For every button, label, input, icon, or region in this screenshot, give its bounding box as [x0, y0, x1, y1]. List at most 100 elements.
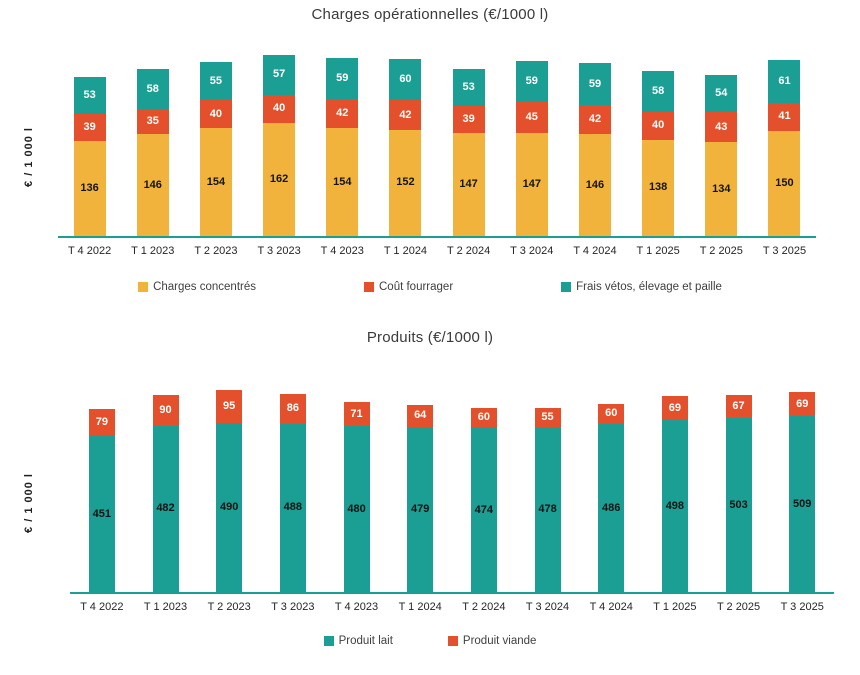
stacked-bar: 64 479: [407, 404, 434, 592]
legend-label: Frais vétos, élevage et paille: [576, 281, 722, 293]
x-axis-label: T 2 2023: [194, 245, 238, 257]
stacked-bar: 90 482: [152, 394, 179, 592]
legend-swatch-icon: [138, 282, 149, 292]
bar-segment: 42: [578, 104, 611, 134]
segment-value-label: 480: [347, 502, 366, 515]
segment-value-label: 482: [156, 502, 175, 515]
plot-area: 53 39 136 58 35 146 55 40 154 57 40 162 59 42 154 60 42 1…: [58, 55, 816, 238]
bar-slot: 58 35 146: [121, 69, 184, 236]
segment-value-label: 55: [541, 410, 554, 423]
x-axis-labels: T 4 2022 T 1 2023 T 2 2023 T 3 2023 T 4 2023…: [58, 245, 816, 257]
bar-segment: 53: [452, 69, 485, 107]
legend-label: Produit lait: [338, 635, 393, 647]
segment-value-label: 146: [585, 178, 605, 191]
segment-value-label: 39: [462, 113, 475, 126]
y-axis-title: € / 1 000 l: [0, 57, 58, 257]
x-axis-label: T 1 2023: [131, 245, 175, 257]
x-axis-label: T 4 2022: [67, 245, 112, 257]
segment-value-label: 53: [83, 88, 96, 101]
stacked-bar: 69 509: [789, 392, 816, 592]
stacked-bar: 53 39 147: [452, 69, 485, 236]
bar-segment: 60: [598, 403, 625, 425]
legend: Produit lait Produit viande: [0, 635, 860, 647]
bar-slot: 54 43 134: [690, 74, 753, 236]
segment-value-label: 42: [336, 107, 349, 120]
x-axis-label: T 1 2025: [636, 245, 680, 257]
segment-value-label: 488: [283, 501, 303, 514]
bar-segment: 69: [789, 392, 816, 417]
x-axis-label: T 3 2025: [780, 601, 824, 613]
bar-segment: 55: [534, 407, 561, 427]
bar-segment: 138: [642, 139, 675, 236]
bar-segment: 479: [407, 426, 434, 592]
x-axis-label: T 1 2024: [398, 601, 442, 613]
chart-title: Produits (€/1000 l): [366, 329, 494, 346]
bar-slot: 69 498: [643, 396, 707, 592]
bar-segment: 55: [199, 62, 232, 101]
x-axis-label: T 3 2023: [257, 245, 301, 257]
bar-slot: 55 40 154: [184, 62, 247, 236]
bar-segment: 154: [326, 128, 359, 236]
segment-value-label: 498: [665, 499, 685, 512]
y-axis-title-text: € / 1 000 l: [23, 127, 35, 187]
bar-slot: 86 488: [261, 393, 325, 592]
stacked-bar: 54 43 134: [705, 74, 738, 236]
segment-value-label: 40: [652, 119, 665, 132]
segment-value-label: 86: [286, 402, 299, 415]
bar-segment: 503: [725, 418, 752, 592]
segment-value-label: 154: [206, 175, 226, 188]
bar-slot: 53 39 136: [58, 76, 121, 236]
chart-body: € / 1 000 l 53 39 136 58 35 146 55 40 154 57 40 162…: [0, 55, 860, 257]
x-axis-label: T 4 2023: [320, 245, 364, 257]
bar-segment: 86: [279, 393, 306, 424]
x-axis-label: T 3 2024: [510, 245, 554, 257]
legend-item: Charges concentrés: [138, 281, 256, 293]
bar-segment: 58: [136, 69, 169, 110]
stacked-bar: 67 503: [725, 395, 752, 592]
segment-value-label: 71: [350, 407, 363, 420]
y-axis-title-text: € / 1 000 l: [23, 472, 35, 533]
segment-value-label: 134: [712, 182, 731, 195]
x-axis-label: T 4 2023: [334, 601, 379, 613]
segment-value-label: 64: [414, 409, 427, 422]
stacked-bar: 57 40 162: [263, 55, 296, 236]
x-axis-label: T 2 2024: [447, 245, 491, 257]
bar-slot: 57 40 162: [248, 55, 311, 236]
stacked-bar: 59 45 147: [515, 60, 548, 236]
segment-value-label: 60: [605, 407, 618, 420]
stacked-bar: 79 451: [88, 409, 115, 592]
bar-segment: 40: [263, 94, 296, 123]
bar-segment: 59: [578, 63, 611, 105]
segment-value-label: 490: [219, 500, 239, 513]
bar-segment: 136: [73, 141, 106, 236]
segment-value-label: 136: [80, 182, 99, 194]
segment-value-label: 61: [778, 74, 791, 87]
bar-segment: 57: [263, 55, 296, 95]
segment-value-label: 55: [209, 74, 223, 87]
segment-value-label: 150: [775, 177, 794, 190]
stacked-bar: 58 35 146: [136, 69, 169, 236]
segment-value-label: 59: [588, 77, 602, 90]
segment-value-label: 41: [778, 110, 791, 123]
x-axis-label: T 1 2023: [143, 601, 188, 613]
segment-value-label: 45: [525, 111, 538, 124]
bar-slot: 67 503: [707, 395, 771, 592]
bar-segment: 478: [534, 426, 561, 592]
bar-segment: 42: [326, 99, 359, 129]
bar-slot: 61 41 150: [753, 59, 816, 236]
bar-segment: 69: [661, 396, 688, 420]
bar-segment: 146: [578, 134, 611, 236]
stacked-bar: 60 474: [470, 407, 497, 592]
segment-value-label: 503: [729, 498, 748, 511]
stacked-bar: 53 39 136: [73, 76, 106, 236]
x-axis-label: T 1 2025: [653, 601, 697, 613]
segment-value-label: 59: [525, 74, 538, 87]
bar-slot: 90 482: [134, 394, 198, 592]
legend-item: Produit viande: [447, 635, 536, 647]
bar-segment: 146: [136, 134, 169, 236]
legend-swatch-icon: [364, 282, 374, 292]
stacked-bar: 59 42 146: [578, 63, 611, 236]
bar-segment: 43: [705, 112, 738, 143]
legend-label: Coût fourrager: [379, 281, 454, 293]
bar-segment: 64: [407, 404, 434, 427]
